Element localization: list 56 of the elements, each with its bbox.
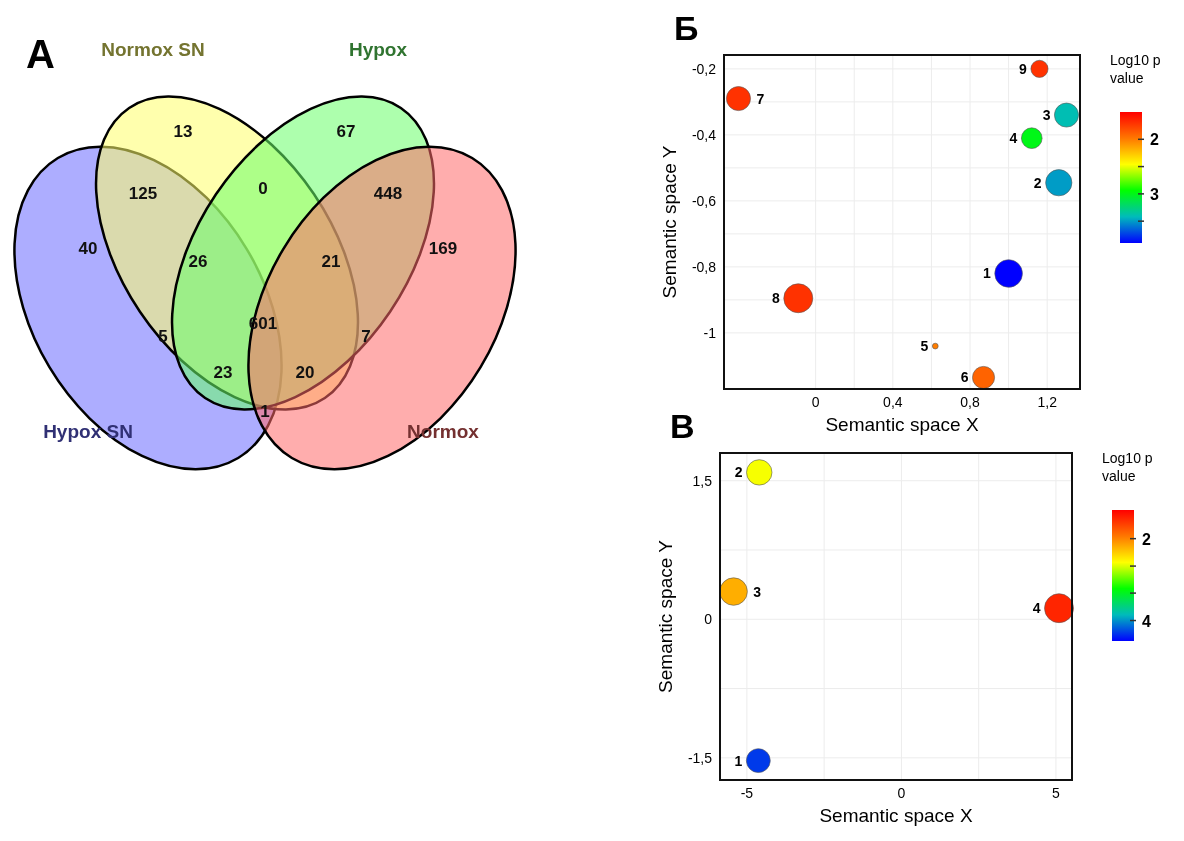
annotation: 2 bbox=[1033, 174, 1042, 191]
text: 169 bbox=[428, 238, 458, 258]
x-tick-label: -5 bbox=[740, 785, 754, 801]
chart-title: Б bbox=[674, 9, 699, 47]
annotation: 5 bbox=[920, 338, 929, 355]
color-bar-label: 4 bbox=[1142, 612, 1151, 630]
y-tick-label: -0,2 bbox=[691, 60, 717, 77]
annotation: 8 bbox=[771, 290, 780, 307]
y-axis-title: Semantic space Y bbox=[655, 539, 676, 693]
text: 0 bbox=[258, 178, 268, 198]
x-tick-label: 0 bbox=[811, 394, 820, 410]
annotation: 6 bbox=[960, 369, 969, 386]
color-bar-label: 2 bbox=[1142, 530, 1151, 548]
annotation: 4 bbox=[1032, 600, 1041, 617]
y-tick-label: -0,4 bbox=[691, 126, 717, 143]
x-tick-label: 0,4 bbox=[883, 394, 903, 410]
category-label: Hypox bbox=[348, 39, 408, 60]
color-bar-title: Log10 p value bbox=[1102, 450, 1153, 484]
annotation: 2 bbox=[734, 464, 743, 481]
annotation: 3 bbox=[1042, 107, 1051, 124]
y-tick-label: -1,5 bbox=[687, 749, 713, 766]
annotation: 4 bbox=[1009, 130, 1018, 147]
x-axis-title: Semantic space X bbox=[819, 805, 973, 826]
text: 125 bbox=[128, 183, 158, 203]
y-tick-label: -1 bbox=[703, 324, 717, 341]
x-tick-label: 1,2 bbox=[1037, 394, 1058, 410]
color-bar-label: 3 bbox=[1150, 185, 1159, 203]
annotation: 3 bbox=[753, 583, 762, 600]
chart-title: В bbox=[670, 407, 695, 445]
annotation: 1 bbox=[734, 752, 743, 769]
annotation: 9 bbox=[1019, 60, 1028, 77]
text: A bbox=[26, 32, 55, 76]
x-tick-label: 0 bbox=[897, 785, 906, 801]
text: 67 bbox=[336, 121, 356, 141]
text: 20 bbox=[295, 362, 315, 382]
x-axis-title: Semantic space X bbox=[825, 414, 979, 435]
annotation: 1 bbox=[982, 265, 991, 282]
category-label: Normox SN bbox=[101, 39, 205, 60]
x-tick-label: 0,8 bbox=[960, 394, 980, 410]
y-tick-label: 0 bbox=[704, 611, 713, 628]
text: 21 bbox=[321, 251, 341, 271]
y-tick-label: -0,6 bbox=[691, 192, 717, 209]
category-label: Hypox SN bbox=[43, 421, 133, 442]
annotation: 7 bbox=[756, 90, 765, 107]
color-bar-title: Log10 p value bbox=[1110, 52, 1161, 86]
y-tick-label: 1,5 bbox=[692, 472, 713, 489]
x-tick-label: 5 bbox=[1052, 785, 1061, 801]
text: 448 bbox=[373, 183, 403, 203]
color-bar-label: 2 bbox=[1150, 131, 1159, 149]
text: 26 bbox=[188, 251, 208, 271]
y-axis-title: Semantic space Y bbox=[659, 145, 680, 299]
text: 23 bbox=[213, 362, 233, 382]
text: 40 bbox=[78, 238, 98, 258]
text: 7 bbox=[361, 326, 371, 346]
y-tick-label: -0,8 bbox=[691, 258, 717, 275]
text: 13 bbox=[173, 121, 193, 141]
